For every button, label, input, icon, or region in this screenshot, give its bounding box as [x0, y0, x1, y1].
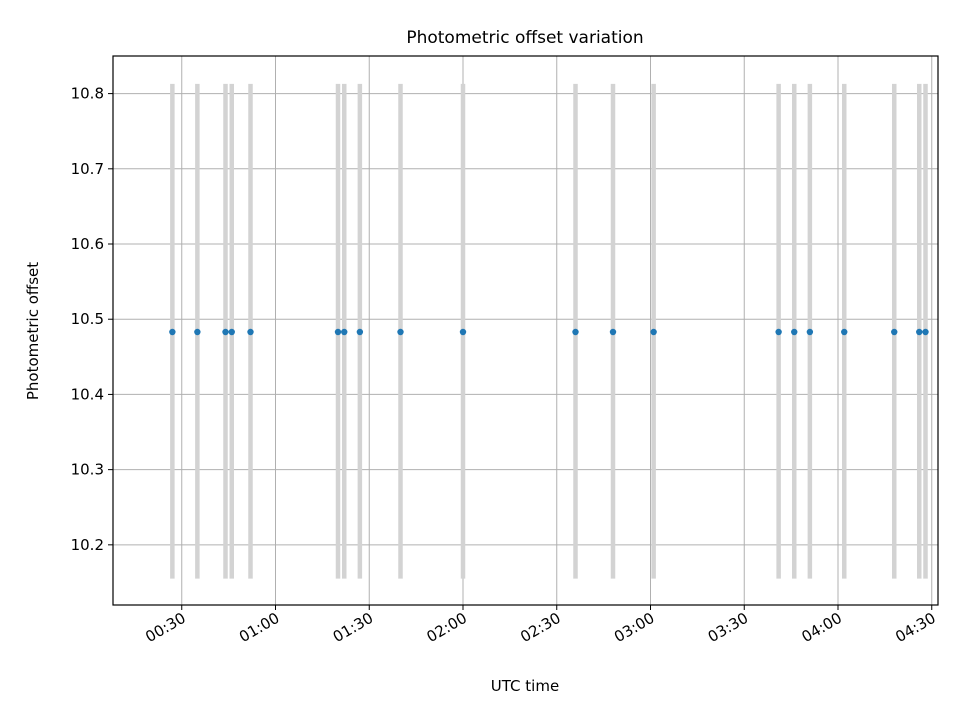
data-point [194, 328, 201, 336]
data-point [169, 328, 176, 336]
x-tick-label: 01:30 [330, 609, 376, 646]
data-point [922, 328, 929, 336]
x-tick-label: 02:00 [424, 609, 470, 646]
grid [113, 56, 938, 605]
x-axis-ticks: 00:30 01:00 01:30 02:00 02:30 03:00 03:30 04:00… [142, 605, 939, 646]
chart-title: Photometric offset variation [406, 28, 643, 48]
x-axis-label: UTC time [491, 677, 559, 695]
y-tick-label: 10.8 [71, 85, 104, 103]
y-axis-ticks: 10.2 10.3 10.4 10.5 10.6 10.7 10.8 [71, 85, 113, 554]
data-point [397, 328, 404, 336]
data-point [341, 328, 348, 336]
data-point [775, 328, 782, 336]
x-tick-label: 03:30 [705, 609, 751, 646]
data-point [650, 328, 657, 336]
data-point [806, 328, 814, 336]
data-point [841, 328, 848, 336]
x-tick-label: 00:30 [142, 609, 188, 646]
plot-frame [112, 55, 939, 606]
data-point [572, 328, 579, 336]
y-tick-label: 10.4 [71, 385, 104, 403]
y-tick-label: 10.2 [71, 536, 104, 554]
data-point [356, 328, 364, 336]
x-tick-label: 04:30 [892, 609, 938, 646]
data-point [247, 328, 254, 336]
y-tick-label: 10.7 [71, 160, 104, 178]
x-tick-label: 03:00 [611, 609, 657, 646]
y-axis-label: Photometric offset [24, 262, 42, 400]
data-point [891, 328, 898, 336]
data-point [334, 328, 342, 336]
data-point [222, 328, 229, 336]
y-tick-label: 10.5 [71, 310, 104, 328]
data-point [228, 328, 235, 336]
y-tick-label: 10.3 [71, 461, 104, 479]
data-point [459, 328, 467, 336]
data-point [791, 328, 798, 336]
y-tick-label: 10.6 [71, 235, 104, 253]
x-tick-label: 01:00 [236, 609, 282, 646]
data-points [169, 328, 929, 336]
data-point [609, 328, 617, 336]
x-tick-label: 02:30 [517, 609, 563, 646]
x-tick-label: 04:00 [799, 609, 845, 646]
data-point [916, 328, 923, 336]
